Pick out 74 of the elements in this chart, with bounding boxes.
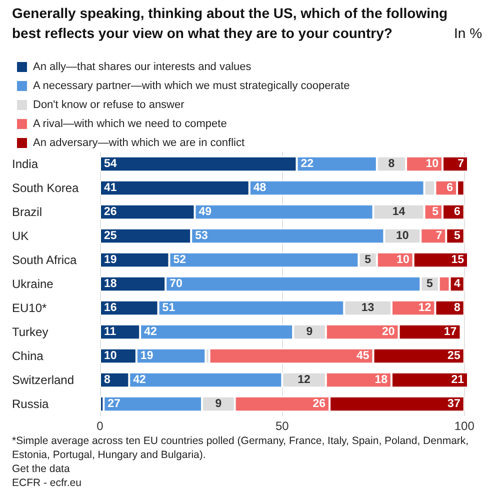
data-label: 10 xyxy=(104,350,117,362)
y-tick-label: Russia xyxy=(12,397,50,411)
data-label: 22 xyxy=(300,158,314,170)
x-tick-label: 50 xyxy=(276,419,290,433)
data-label: 5 xyxy=(426,278,434,290)
text: ECFR - ecfr.eu xyxy=(12,476,82,490)
data-label: 42 xyxy=(144,326,157,338)
legend-label: An adversary—with which we are in conflict xyxy=(33,137,245,149)
data-label: 16 xyxy=(104,302,117,314)
data-label: 8 xyxy=(104,374,111,386)
data-label: 19 xyxy=(140,350,154,362)
data-label: 7 xyxy=(436,230,442,242)
data-label: 48 xyxy=(253,182,267,194)
data-label: 12 xyxy=(298,374,310,386)
legend-label: Don't know or refuse to answer xyxy=(33,99,185,111)
data-label: 10 xyxy=(396,230,409,242)
y-tick-label: UK xyxy=(12,229,29,243)
data-label: 10 xyxy=(426,158,438,170)
data-label: 11 xyxy=(104,326,117,338)
text: *Simple average across ten EU countries polled (Germany, France, Italy, Spain, Poland, Denmark, Estonia, Portugal, Hungary and Bulgaria). xyxy=(12,434,470,462)
data-label: 8 xyxy=(388,158,396,170)
data-label: 9 xyxy=(306,326,313,338)
y-tick-label: India xyxy=(12,157,38,171)
data-label: 18 xyxy=(104,278,118,290)
y-tick-label: Brazil xyxy=(12,205,42,219)
data-label: 21 xyxy=(451,374,465,386)
data-label: 70 xyxy=(170,278,182,290)
data-label: 25 xyxy=(104,230,118,242)
y-tick-label: South Africa xyxy=(12,253,78,267)
data-label: 5 xyxy=(432,206,440,218)
data-label: 25 xyxy=(448,350,461,362)
chart-title: Generally speaking, thinking about the US, which of the following best reflects your view on what they are to your country? xyxy=(12,4,449,43)
data-label: 45 xyxy=(356,350,370,362)
y-tick-label: China xyxy=(12,349,44,363)
data-label: 42 xyxy=(133,374,146,386)
legend-label: An ally—that shares our interests and values xyxy=(33,61,252,73)
data-label: 5 xyxy=(364,254,372,266)
legend-label: A necessary partner—with which we must strategically cooperate xyxy=(33,80,350,92)
data-label: 9 xyxy=(215,398,222,410)
data-label: 26 xyxy=(104,206,117,218)
data-label: 26 xyxy=(312,398,326,410)
data-label: 17 xyxy=(444,326,457,338)
y-tick-label: Ukraine xyxy=(12,277,54,291)
y-tick-label: EU10* xyxy=(12,301,48,315)
data-label: 6 xyxy=(446,182,454,194)
text: Get the data xyxy=(12,462,71,476)
y-tick-label: South Korea xyxy=(12,181,80,195)
data-label: 18 xyxy=(374,374,388,386)
chart-subtitle: In % xyxy=(454,24,482,43)
legend-label: A rival—with which we need to compete xyxy=(33,118,227,130)
data-label: 13 xyxy=(361,302,374,314)
x-tick-label: 100 xyxy=(454,419,475,433)
data-label: 49 xyxy=(198,206,212,218)
data-label: 5 xyxy=(454,230,461,242)
data-label: 37 xyxy=(448,398,460,410)
data-label: 4 xyxy=(454,278,461,290)
data-label: 7 xyxy=(458,158,464,170)
data-label: 10 xyxy=(396,254,410,266)
data-label: 8 xyxy=(454,302,461,314)
data-label: 15 xyxy=(451,254,465,266)
data-label: 51 xyxy=(162,302,176,314)
x-tick-label: 0 xyxy=(96,419,104,433)
data-label: 27 xyxy=(108,398,120,410)
y-tick-label: Turkey xyxy=(12,325,48,339)
data-label: 12 xyxy=(418,302,432,314)
data-label: 6 xyxy=(454,206,460,218)
data-label: 14 xyxy=(392,206,406,218)
data-label: 20 xyxy=(382,326,395,338)
data-label: 19 xyxy=(104,254,117,266)
y-tick-label: Switzerland xyxy=(12,373,74,387)
data-label: 41 xyxy=(104,182,118,194)
data-label: 53 xyxy=(195,230,208,242)
data-label: 52 xyxy=(173,254,186,266)
data-label: 54 xyxy=(104,158,118,170)
